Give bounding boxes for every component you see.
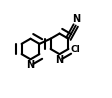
Text: Cl: Cl bbox=[70, 44, 79, 54]
Text: N: N bbox=[26, 60, 34, 70]
Text: N: N bbox=[55, 55, 63, 65]
Text: N: N bbox=[71, 14, 80, 24]
